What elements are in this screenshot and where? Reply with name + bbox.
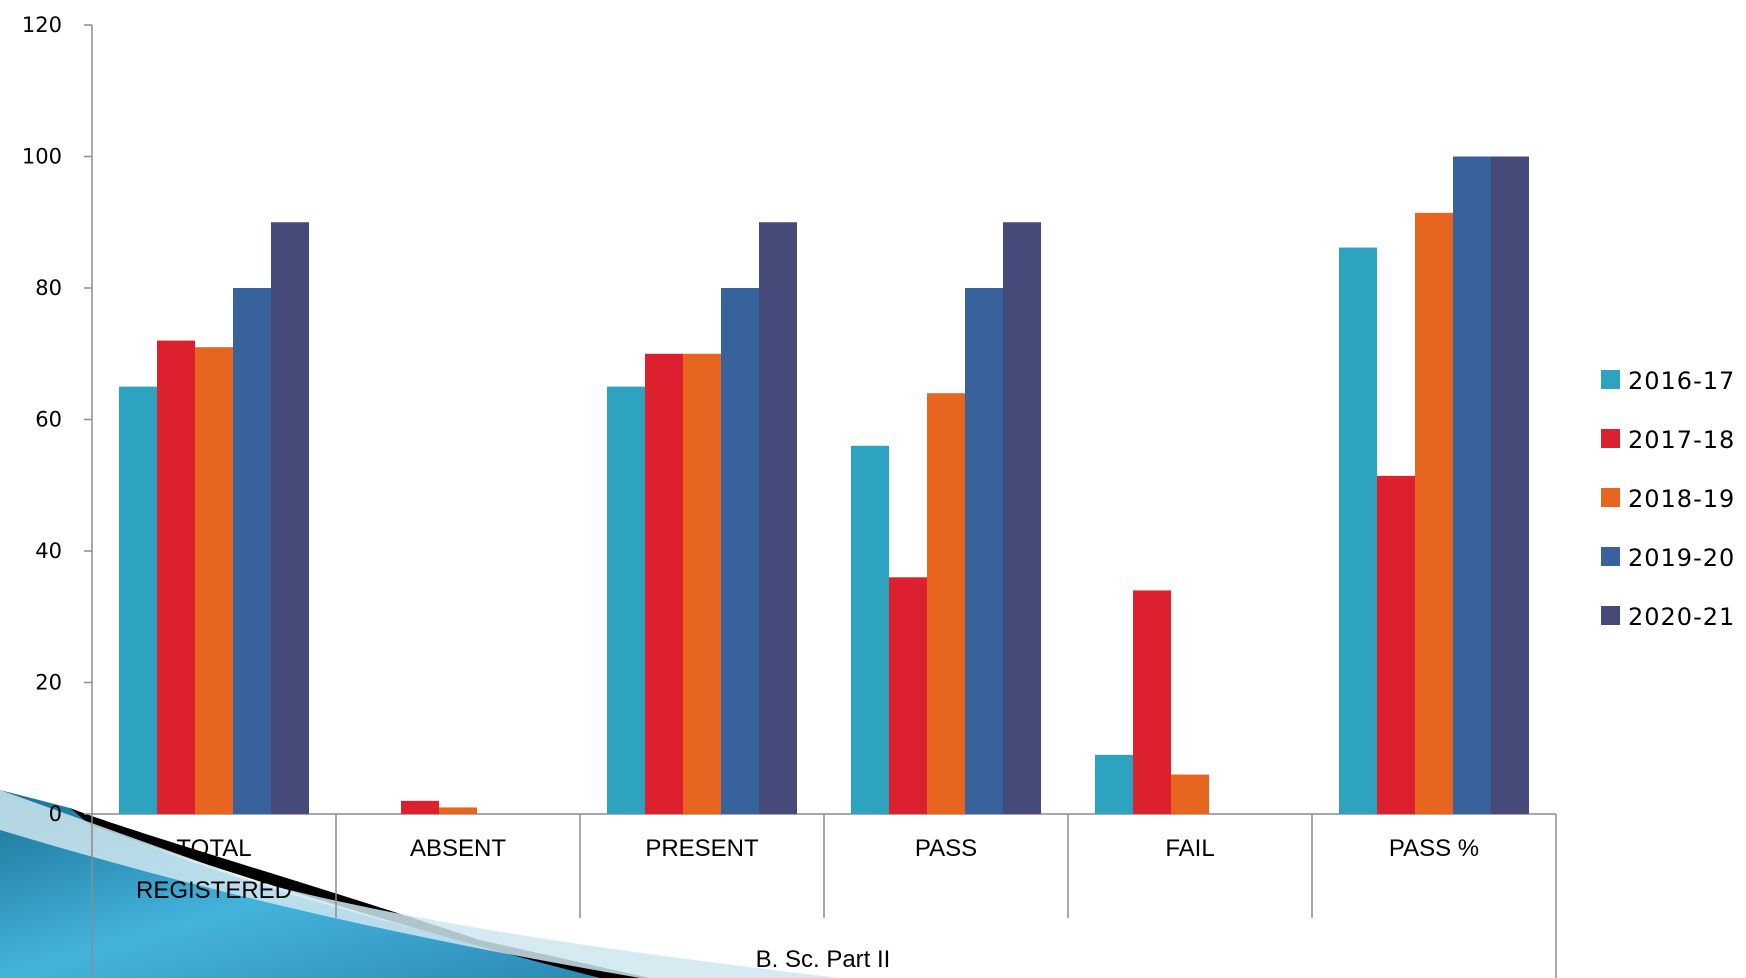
bar-2016-17-3 [851,445,889,814]
bar-2020-21-5 [1491,156,1529,814]
chart-bars [119,156,1529,815]
y-tick-label: 80 [35,276,62,300]
legend-swatch [1601,429,1620,448]
chart-legend: 2016-17 2017-18 2018-19 2019-20 2020-21 [1601,367,1735,631]
swoosh-blue-shape [0,790,640,978]
y-tick-label: 20 [35,671,62,695]
bar-2018-19-0 [195,347,233,814]
bar-2018-19-1 [439,807,477,814]
bar-2018-19-2 [683,353,721,814]
legend-label: 2020-21 [1628,603,1735,631]
bar-2020-21-2 [759,222,797,814]
bar-2016-17-2 [607,386,645,814]
bar-2019-20-2 [721,288,759,814]
legend-label: 2019-20 [1628,544,1735,572]
bar-2016-17-5 [1339,247,1377,815]
bar-2018-19-5 [1415,212,1453,814]
bar-2020-21-0 [271,222,309,814]
x-axis-title: B. Sc. Part II [756,946,891,973]
x-category-label: PRESENT [645,835,759,862]
bar-2017-18-0 [157,340,195,814]
bar-2019-20-5 [1453,156,1491,814]
legend-swatch [1601,547,1620,566]
bar-2019-20-0 [233,288,271,814]
bar-2017-18-2 [645,353,683,814]
y-tick-label: 100 [22,145,62,169]
bar-2016-17-0 [119,386,157,814]
x-category-label: FAIL [1165,835,1214,862]
bar-2017-18-5 [1377,475,1415,814]
legend-label: 2017-18 [1628,426,1735,454]
legend-label: 2018-19 [1628,485,1735,513]
bar-2020-21-3 [1003,222,1041,814]
x-category-label: PASS % [1389,835,1479,862]
decorative-corner-swoosh [0,790,840,978]
bar-2018-19-4 [1171,774,1209,814]
legend-swatch [1601,606,1620,625]
chart-labels: 0 20 40 60 80 100 120 TOTAL REGISTERED ABSENT PRES… [22,13,1479,973]
y-tick-label: 60 [35,408,62,432]
bar-2017-18-4 [1133,590,1171,814]
legend-label: 2016-17 [1628,367,1735,395]
bar-2017-18-1 [401,800,439,814]
chart-axes [84,24,1557,978]
x-category-label: PASS [915,835,977,862]
bar-2017-18-3 [889,577,927,814]
x-category-label: ABSENT [410,835,506,862]
bar-2019-20-3 [965,288,1003,814]
bar-2016-17-4 [1095,754,1133,814]
legend-swatch [1601,488,1620,507]
x-category-label: TOTAL REGISTERED [136,835,292,904]
y-tick-label: 120 [22,13,62,37]
legend-swatch [1601,370,1620,389]
y-tick-label: 40 [35,539,62,563]
bar-2018-19-3 [927,393,965,814]
y-tick-label: 0 [49,802,62,826]
